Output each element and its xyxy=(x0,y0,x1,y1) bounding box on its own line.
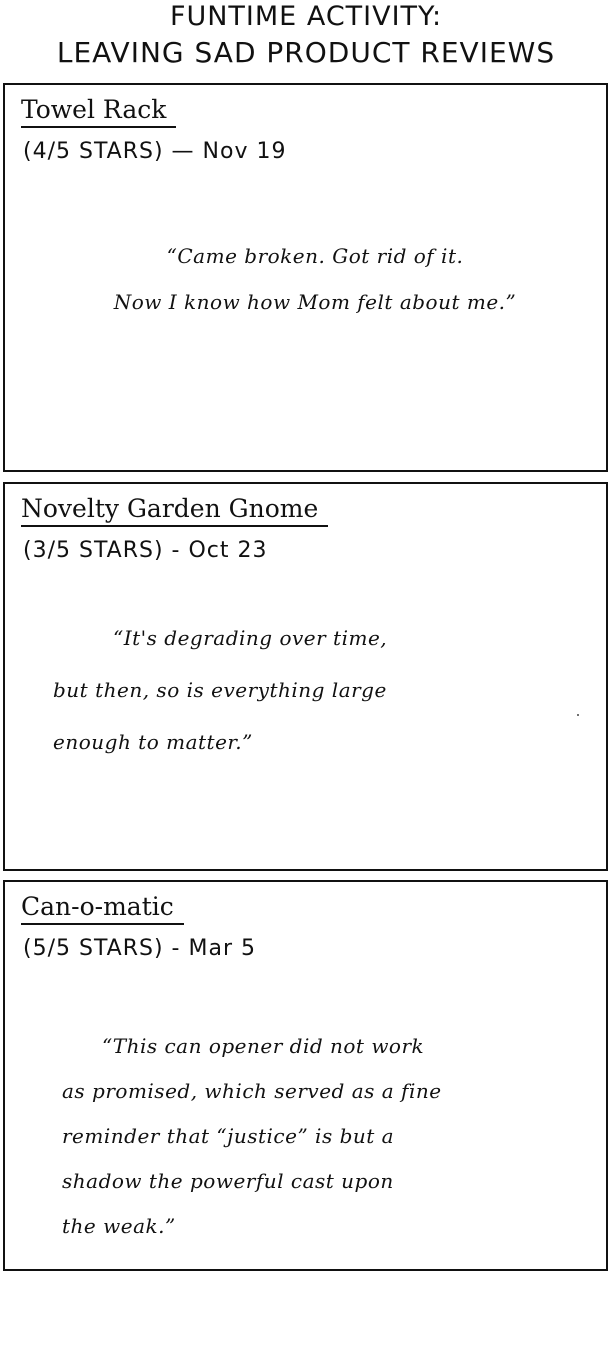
review-text: “Came broken. Got rid of it. Now I know h… xyxy=(113,244,517,314)
comic-title-line-2: LEAVING SAD PRODUCT REVIEWS xyxy=(56,36,556,69)
product-name: Can-o-matic xyxy=(21,894,184,925)
product-name: Novelty Garden Gnome xyxy=(21,496,329,527)
rating-and-date: (5/5 STARS) - Mar 5 xyxy=(23,936,256,961)
review-panel-towel-rack: Towel Rack (4/5 STARS) — Nov 19 “Came br… xyxy=(3,83,608,472)
rating-and-date: (3/5 STARS) - Oct 23 xyxy=(23,538,268,563)
speck-mark xyxy=(577,714,579,716)
rating-and-date: (4/5 STARS) — Nov 19 xyxy=(23,139,287,164)
comic-title-line-1: FUNTIME ACTIVITY: xyxy=(169,1,443,32)
review-panel-garden-gnome: Novelty Garden Gnome (3/5 STARS) - Oct 2… xyxy=(3,482,608,871)
review-text: “This can opener did not work as promised… xyxy=(62,1034,442,1238)
review-panel-can-o-matic: Can-o-matic (5/5 STARS) - Mar 5 “This ca… xyxy=(3,880,608,1271)
product-name: Towel Rack xyxy=(21,97,177,128)
review-text: “It's degrading over time, but then, so i… xyxy=(53,626,388,754)
